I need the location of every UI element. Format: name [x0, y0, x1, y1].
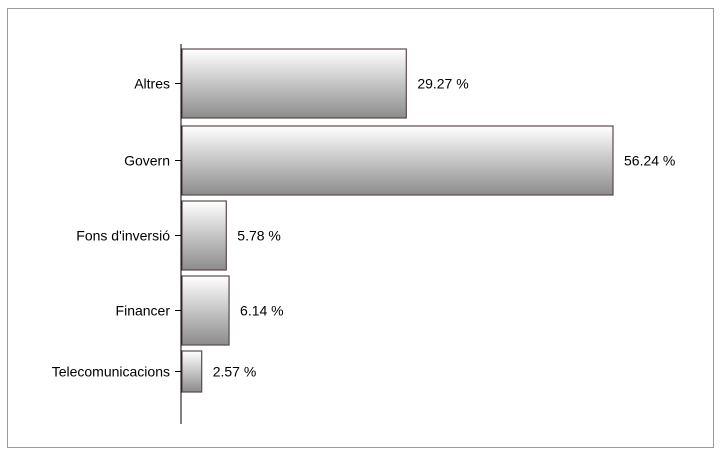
- bar-3: [181, 275, 230, 346]
- category-label-0: Altres: [134, 76, 170, 92]
- bar-2: [181, 200, 227, 271]
- bar-1: [181, 125, 614, 196]
- value-label-2: 5.78 %: [237, 228, 281, 244]
- category-label-1: Govern: [124, 153, 170, 169]
- bars-layer: [181, 48, 614, 393]
- bar-4: [181, 350, 203, 393]
- bar-0: [181, 48, 407, 119]
- value-label-0: 29.27 %: [417, 76, 468, 92]
- value-label-4: 2.57 %: [213, 364, 257, 380]
- category-axis: [175, 44, 182, 424]
- labels-layer: Altres 29.27 % Govern 56.24 % Fons d'inversi…: [52, 76, 676, 380]
- category-label-3: Financer: [116, 303, 171, 319]
- category-label-2: Fons d'inversió: [76, 228, 170, 244]
- value-label-3: 6.14 %: [240, 303, 284, 319]
- category-label-4: Telecomunicacions: [52, 364, 170, 380]
- value-label-1: 56.24 %: [624, 153, 675, 169]
